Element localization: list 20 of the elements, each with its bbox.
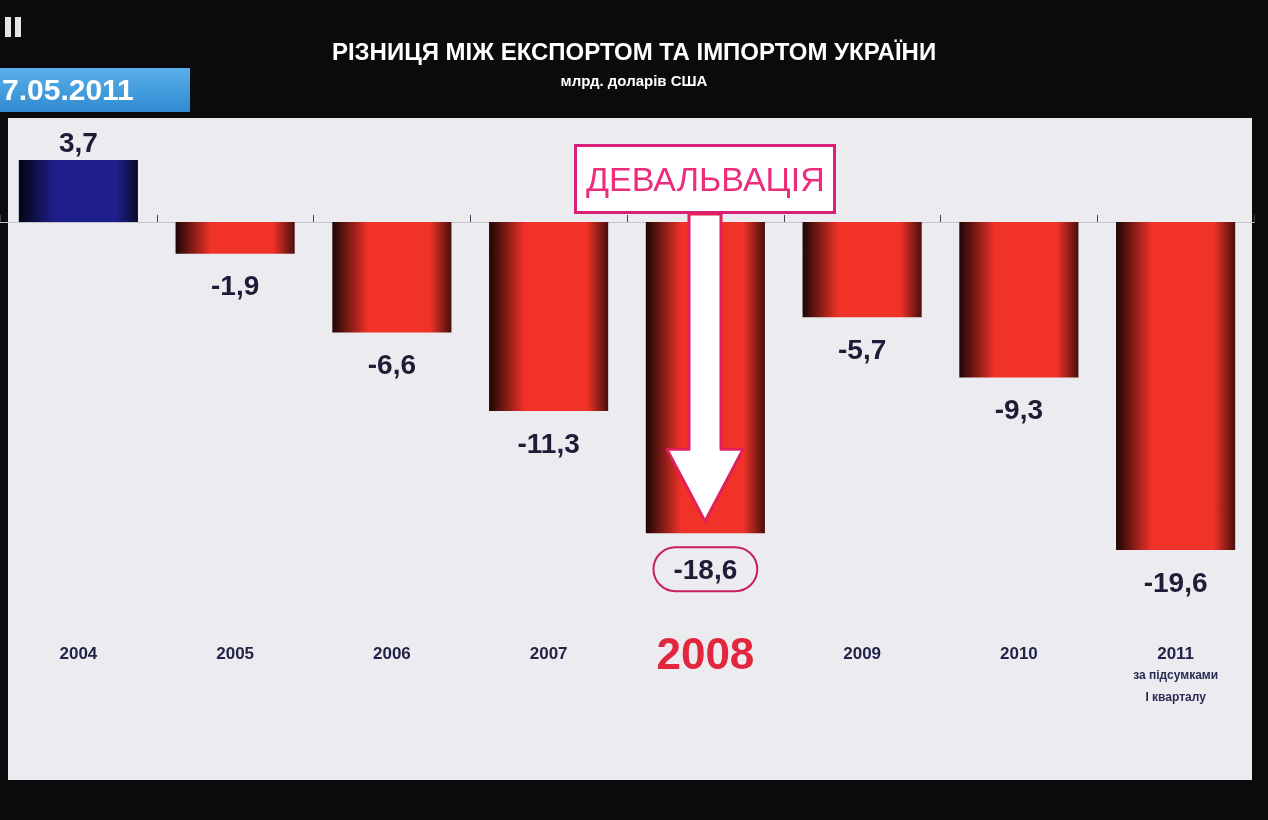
x-tick-label: 2011 за підсумками І кварталу — [1133, 643, 1219, 704]
text: 7.05.2011 — [0, 68, 190, 112]
data-label: -1,9 — [211, 270, 260, 302]
x-tick-label: 2008 — [656, 628, 755, 678]
data-label: -5,7 — [838, 333, 887, 365]
x-tick-label: 2004 — [59, 643, 98, 663]
data-label: -9,3 — [994, 394, 1043, 426]
x-tick-label: 2005 — [216, 643, 255, 663]
x-tick-label: 2007 — [529, 643, 568, 663]
x-tick-label: 2010 — [999, 643, 1038, 663]
chart-title: РІЗНИЦЯ МІЖ ЕКСПОРТОМ ТА ІМПОРТОМ УКРАЇНИ — [331, 37, 937, 65]
data-label: -19,6 — [1143, 566, 1208, 598]
data-label: -6,6 — [367, 348, 416, 380]
annotation: ДЕВАЛЬВАЦІЯ — [574, 143, 837, 214]
x-tick-label: 2006 — [372, 643, 411, 663]
data-label: -11,3 — [517, 427, 580, 459]
x-tick-label: 2009 — [843, 643, 882, 663]
data-label: 3,7 — [58, 126, 98, 158]
chart-subtitle: млрд. доларів США — [560, 72, 708, 89]
data-label: -18,6 — [673, 553, 738, 585]
